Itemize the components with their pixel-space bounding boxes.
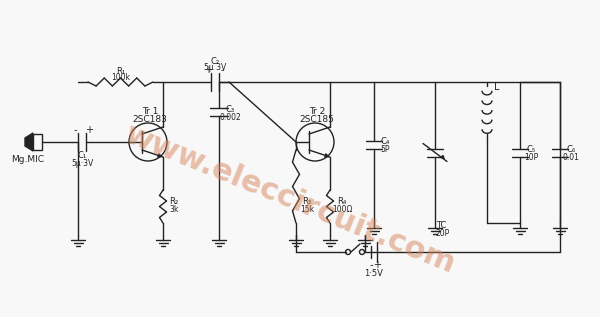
Text: 15k: 15k	[300, 204, 314, 214]
Text: R₂: R₂	[169, 197, 179, 206]
Text: 5µ 3V: 5µ 3V	[204, 63, 226, 73]
Text: 2SC185: 2SC185	[299, 115, 334, 125]
Text: 100Ω: 100Ω	[332, 204, 352, 214]
Text: R₄: R₄	[337, 197, 347, 206]
Polygon shape	[25, 133, 33, 151]
Text: C₁: C₁	[77, 151, 86, 159]
Text: R₃: R₃	[302, 197, 311, 206]
Text: www.eleccircuit.com: www.eleccircuit.com	[121, 119, 460, 279]
Text: Tr 2: Tr 2	[309, 107, 325, 117]
Text: -: -	[369, 260, 373, 270]
Text: R₁: R₁	[116, 68, 125, 76]
Text: -: -	[220, 65, 224, 75]
Text: 20P: 20P	[436, 229, 450, 237]
Text: L: L	[494, 82, 500, 92]
Text: 10P: 10P	[524, 153, 538, 162]
Text: 100k: 100k	[111, 74, 130, 82]
Text: 3k: 3k	[169, 204, 179, 214]
Text: +: +	[85, 125, 93, 135]
Text: TC: TC	[436, 222, 446, 230]
Text: -: -	[73, 125, 77, 135]
Text: C₃: C₃	[226, 105, 235, 113]
Text: 0.01: 0.01	[563, 153, 580, 162]
Text: Tr 1: Tr 1	[142, 107, 158, 117]
Text: +: +	[204, 65, 212, 75]
Text: 5P: 5P	[380, 145, 390, 154]
Text: 2SC183: 2SC183	[133, 115, 167, 125]
Text: 5µ·3V: 5µ·3V	[71, 158, 93, 167]
Text: +: +	[373, 260, 381, 270]
Text: C₅: C₅	[526, 145, 536, 154]
Text: Mg.MIC: Mg.MIC	[11, 154, 44, 164]
Text: C₄: C₄	[380, 137, 389, 146]
Text: 0.002: 0.002	[219, 113, 241, 121]
Bar	[33, 134, 42, 150]
Text: C₆: C₆	[566, 145, 575, 154]
Text: C₂: C₂	[211, 56, 220, 66]
Text: 1·5V: 1·5V	[365, 268, 383, 277]
